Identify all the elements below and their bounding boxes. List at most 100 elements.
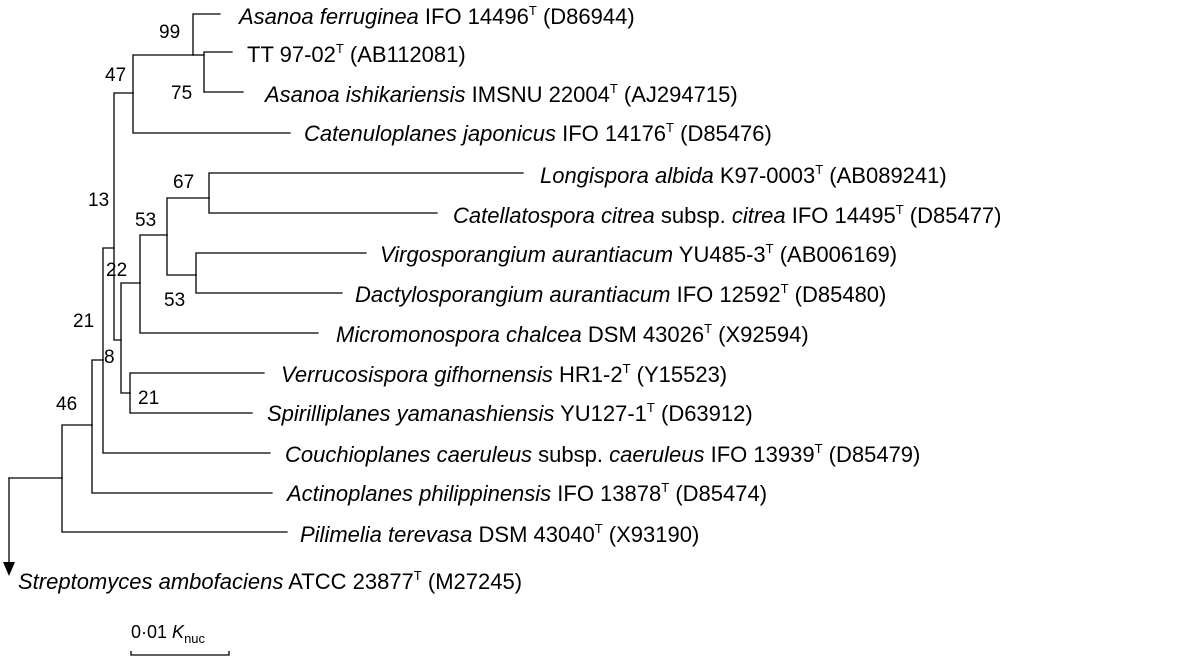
bootstrap-labels: 99 75 47 13 67 53 22 53 21 8 21 46 — [56, 22, 194, 415]
strain-text: subsp. — [655, 203, 732, 228]
accession-number: (D85474) — [669, 481, 767, 506]
bootstrap-value: 21 — [73, 311, 94, 332]
type-strain-mark: T — [666, 120, 674, 135]
bootstrap-value: 13 — [88, 190, 109, 211]
accession-number: (AB006169) — [774, 242, 898, 267]
type-strain-mark: T — [661, 480, 669, 495]
accession-number: (D85480) — [789, 282, 887, 307]
type-strain-mark: T — [595, 521, 603, 536]
accession-number: (Y15523) — [631, 362, 728, 387]
strain-text: IFO 14495 — [786, 203, 896, 228]
scale-symbol: K — [172, 622, 185, 642]
leaf-label-catellatospora: Catellatospora citrea subsp. citrea IFO … — [453, 202, 1002, 228]
accession-number: (D86944) — [537, 4, 635, 29]
leaf-label-pilimelia: Pilimelia terevasa DSM 43040T (X93190) — [300, 521, 699, 547]
branch-asanoa-clade — [132, 54, 194, 94]
bootstrap-value: 47 — [105, 65, 126, 86]
branch-ferruginea — [192, 13, 221, 56]
leaf-label-catenuloplanes: Catenuloplanes japonicus IFO 14176T (D85… — [304, 120, 772, 146]
branch-node21b — [120, 339, 131, 394]
strain-text: TT 97-02 — [247, 42, 336, 67]
leaf-label-streptomyces: Streptomyces ambofaciens ATCC 23877T (M2… — [18, 568, 522, 594]
leaf-label-actinoplanes: Actinoplanes philippinensis IFO 13878T (… — [285, 480, 767, 506]
strain-text: DSM 43040 — [472, 522, 594, 547]
accession-number: (D85477) — [904, 203, 1002, 228]
type-strain-mark: T — [414, 568, 422, 583]
scale-bar-line — [130, 651, 230, 656]
strain-text: IFO 14176 — [556, 121, 666, 146]
taxon-name: Pilimelia terevasa — [300, 522, 472, 547]
leaf-label-virgosporangium: Virgosporangium aurantiacum YU485-3T (AB… — [380, 241, 897, 267]
type-strain-mark: T — [781, 281, 789, 296]
type-strain-mark: T — [647, 400, 655, 415]
strain-text: subsp. — [532, 442, 609, 467]
strain-text: ATCC 23877 — [283, 569, 413, 594]
branch-actinoplanes — [91, 424, 273, 494]
type-strain-mark: T — [896, 202, 904, 217]
strain-text: YU127-1 — [554, 401, 647, 426]
type-strain-mark: T — [336, 41, 344, 56]
branch-spirilliplanes — [129, 392, 253, 414]
leaf-label-micromonospora: Micromonospora chalcea DSM 43026T (X9259… — [336, 321, 809, 347]
leaf-label-ishikariensis: Asanoa ishikariensis IMSNU 22004T (AJ294… — [263, 81, 738, 107]
taxon-name: Dactylosporangium aurantiacum — [355, 282, 671, 307]
taxon-name: Micromonospora chalcea — [336, 322, 582, 347]
leaf-label-tt9702: TT 97-02T (AB112081) — [247, 41, 466, 67]
scale-bar: 0·01 Knuc — [130, 622, 230, 656]
scale-subscript: nuc — [184, 631, 205, 646]
accession-number: (D85479) — [823, 442, 921, 467]
taxon-name: Spirilliplanes yamanashiensis — [267, 401, 554, 426]
scale-value: 0·01 — [131, 622, 167, 642]
branch-micromonospora — [139, 282, 319, 334]
type-strain-mark: T — [610, 81, 618, 96]
type-strain-mark: T — [815, 441, 823, 456]
branch-dactylosporangium — [195, 274, 343, 294]
taxon-name: Asanoa ishikariensis — [263, 82, 466, 107]
branch-node22 — [120, 282, 141, 341]
strain-text: IFO 12592 — [671, 282, 781, 307]
strain-text: IFO 13878 — [551, 481, 661, 506]
type-strain-mark: T — [815, 162, 823, 177]
subspecies-name: caeruleus — [609, 442, 704, 467]
bootstrap-value: 46 — [56, 394, 77, 415]
branch-tt9702 — [203, 51, 233, 93]
strain-text: DSM 43026 — [582, 322, 704, 347]
accession-number: (D85476) — [674, 121, 772, 146]
taxon-name: Streptomyces ambofaciens — [18, 569, 283, 594]
branch-node8 — [113, 247, 122, 341]
bootstrap-value: 99 — [159, 22, 180, 43]
subspecies-name: citrea — [732, 203, 786, 228]
taxon-name: Catellatospora citrea — [453, 203, 655, 228]
accession-number: (D63912) — [655, 401, 753, 426]
leaf-label-longispora: Longispora albida K97-0003T (AB089241) — [540, 162, 947, 188]
strain-text: IMSNU 22004 — [466, 82, 610, 107]
taxon-name: Couchioplanes caeruleus — [285, 442, 532, 467]
accession-number: (AB112081) — [344, 42, 466, 67]
branch-node21a — [91, 359, 104, 426]
taxon-name: Longispora albida — [540, 163, 714, 188]
taxon-name: Verrucosispora gifhornensis — [281, 362, 553, 387]
strain-text: K97-0003 — [714, 163, 816, 188]
taxon-name: Actinoplanes philippinensis — [285, 481, 551, 506]
branch-virgosporangium — [195, 252, 367, 276]
accession-number: (AJ294715) — [618, 82, 738, 107]
accession-number: (X92594) — [712, 322, 809, 347]
taxon-name: Asanoa ferruginea — [237, 4, 419, 29]
bootstrap-value: 67 — [173, 172, 194, 193]
bootstrap-value: 21 — [138, 388, 159, 409]
accession-number: (X93190) — [603, 522, 700, 547]
branch-longispora — [208, 172, 524, 199]
accession-number: (AB089241) — [823, 163, 947, 188]
branch-node13 — [102, 247, 115, 361]
taxon-name: Catenuloplanes japonicus — [304, 121, 556, 146]
leaf-label-dactylosporangium: Dactylosporangium aurantiacum IFO 12592T… — [355, 281, 886, 307]
leaf-label-verrucosispora: Verrucosispora gifhornensis HR1-2T (Y155… — [281, 361, 727, 387]
branch-node67 — [166, 197, 210, 236]
bootstrap-value: 22 — [106, 260, 127, 281]
bootstrap-value: 8 — [104, 347, 115, 368]
strain-text: IFO 13939 — [705, 442, 815, 467]
strain-text: IFO 14496 — [419, 4, 529, 29]
bootstrap-value: 53 — [164, 290, 185, 311]
leaf-label-couchioplanes: Couchioplanes caeruleus subsp. caeruleus… — [285, 441, 920, 467]
